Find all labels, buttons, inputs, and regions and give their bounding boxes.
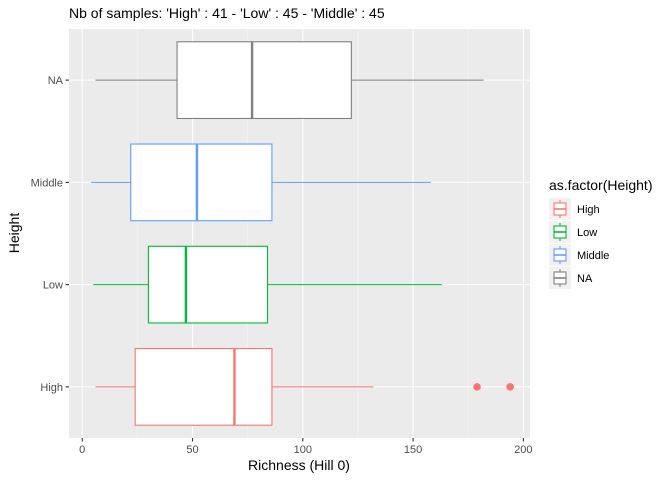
- y-tick-label: Low: [43, 280, 63, 292]
- legend: as.factor(Height) High Low Middle NA: [549, 177, 652, 289]
- y-tick-label: NA: [48, 75, 64, 87]
- legend-item-high: High: [549, 198, 600, 220]
- x-axis-title: Richness (Hill 0): [248, 457, 350, 473]
- axes: 0 50 100 150 200 High Low Middle NA: [31, 75, 533, 456]
- box-na: [95, 41, 484, 120]
- box-high: [95, 347, 514, 426]
- iqr-box: [176, 41, 352, 120]
- legend-title: as.factor(Height): [549, 177, 652, 193]
- iqr-box: [134, 347, 273, 426]
- y-axis-title: Height: [6, 213, 22, 254]
- y-tick-label: Middle: [31, 177, 63, 189]
- boxes: [91, 41, 514, 426]
- x-tick-label: 150: [404, 444, 422, 456]
- outlier-point: [473, 383, 481, 391]
- legend-item-middle: Middle: [549, 244, 609, 266]
- legend-item-na: NA: [549, 267, 593, 289]
- x-tick-label: 100: [294, 444, 312, 456]
- legend-label: High: [577, 204, 600, 216]
- y-tick-label: High: [40, 382, 63, 394]
- x-tick-label: 50: [186, 444, 198, 456]
- x-tick-label: 200: [514, 444, 532, 456]
- chart-title: Nb of samples: 'High' : 41 - 'Low' : 45 …: [69, 5, 385, 21]
- box-low: [93, 245, 442, 324]
- legend-label: Middle: [577, 250, 609, 262]
- outlier-point: [506, 383, 514, 391]
- legend-item-low: Low: [549, 221, 597, 243]
- iqr-box: [130, 143, 273, 222]
- legend-label: NA: [577, 273, 593, 285]
- iqr-box: [147, 245, 269, 324]
- x-tick-label: 0: [79, 444, 85, 456]
- legend-label: Low: [577, 227, 597, 239]
- box-middle: [91, 143, 431, 222]
